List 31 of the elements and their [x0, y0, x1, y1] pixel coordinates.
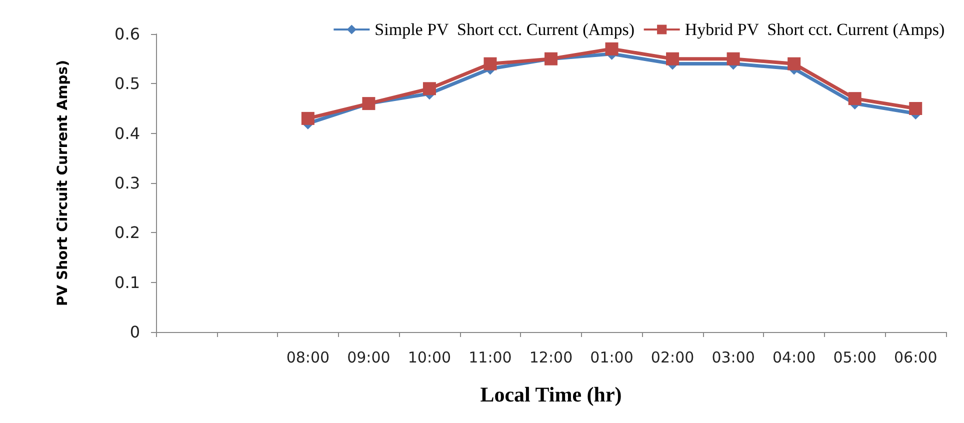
x-tick-label: 02:00	[650, 348, 694, 366]
y-tick-label: 0.5	[114, 74, 140, 94]
legend-label: Hybrid PV Short cct. Current (Amps)	[684, 20, 945, 39]
y-tick-label: 0.2	[114, 223, 140, 242]
point	[666, 52, 680, 66]
x-tick-label: 06:00	[894, 348, 938, 366]
x-tick-label: 08:00	[286, 348, 330, 366]
point	[788, 57, 801, 70]
point	[605, 42, 618, 56]
y-tick-label: 0.4	[114, 124, 140, 143]
y-tick-label: 0.6	[114, 24, 140, 44]
x-tick-label: 04:00	[772, 348, 816, 366]
x-tick-label: 03:00	[712, 348, 755, 366]
point	[484, 57, 497, 70]
point	[726, 52, 740, 66]
x-tick-label: 12:00	[529, 348, 573, 366]
point	[301, 112, 314, 125]
point	[848, 92, 862, 106]
x-axis-title: Local Time (hr)	[480, 382, 622, 406]
y-tick-label: 0	[130, 322, 140, 342]
x-tick-label: 11:00	[468, 348, 512, 366]
y-tick-label: 0.3	[114, 174, 140, 192]
point	[909, 102, 922, 115]
x-tick-label: 05:00	[833, 348, 876, 366]
point	[422, 82, 436, 96]
x-tick-label: 01:00	[590, 348, 634, 366]
y-axis-title: PV Short Circuit Current Amps)	[55, 60, 71, 306]
x-tick-label: 10:00	[408, 348, 452, 366]
legend-label: Simple PV Short cct. Current (Amps)	[374, 20, 635, 39]
x-tick-label: 09:00	[347, 348, 390, 366]
y-tick-label: 0.1	[114, 272, 140, 292]
